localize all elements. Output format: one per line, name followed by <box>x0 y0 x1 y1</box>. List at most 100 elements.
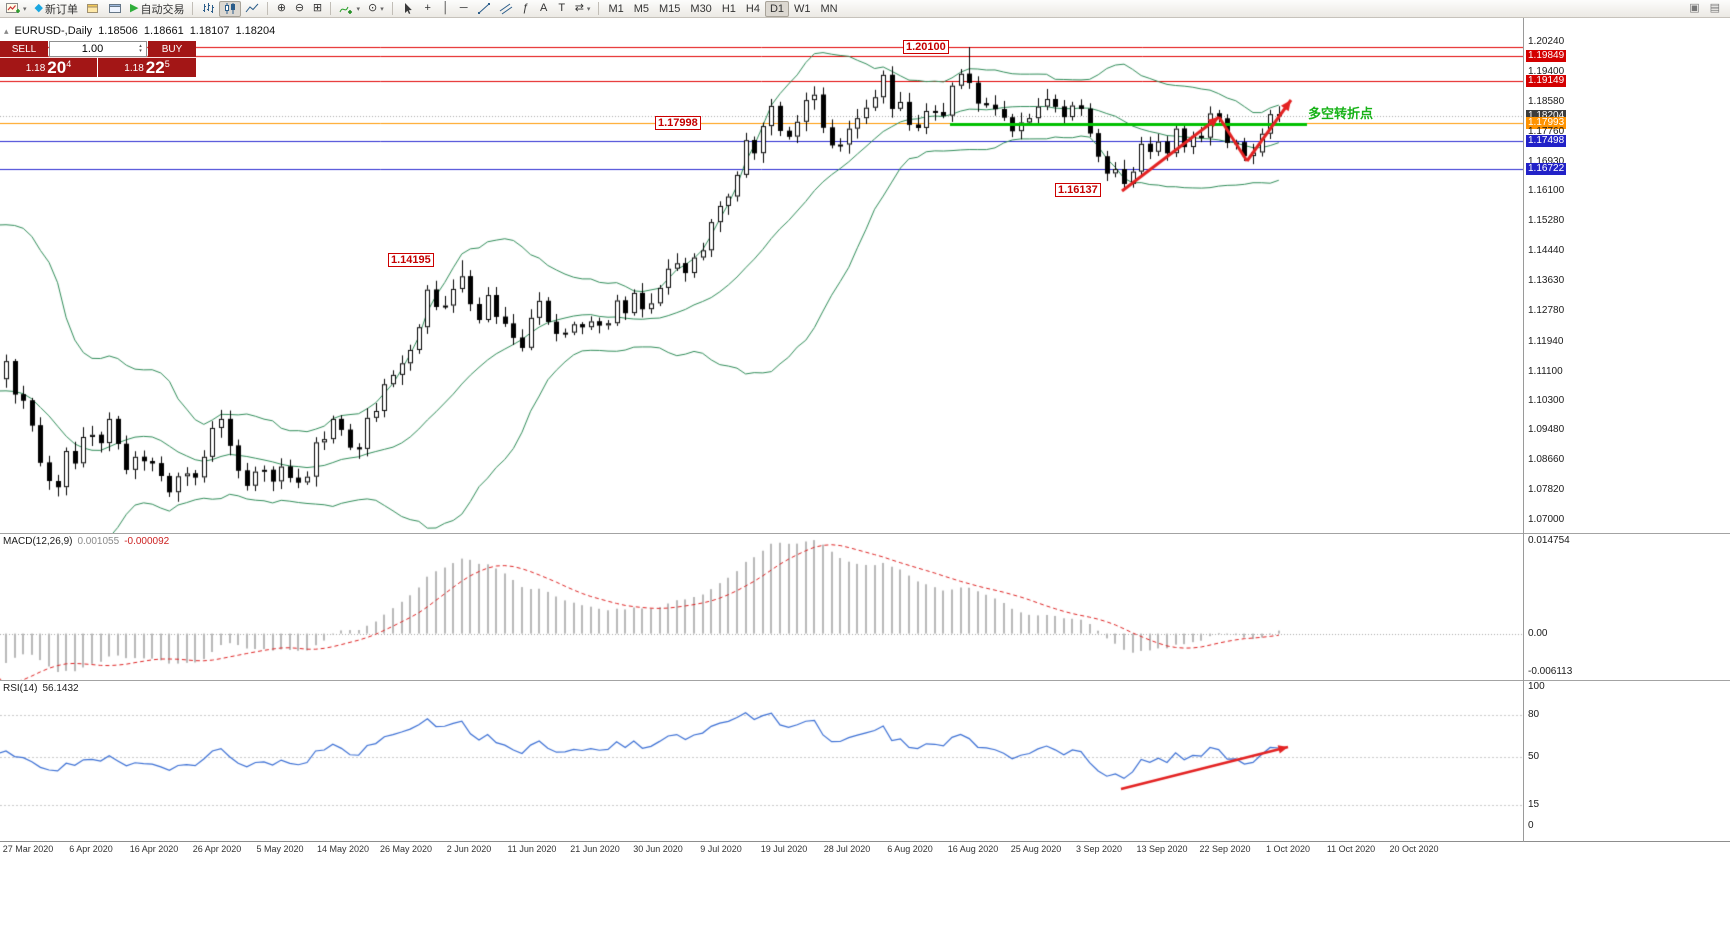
tf-w1[interactable]: W1 <box>789 1 816 17</box>
price-axis[interactable]: 1.20240 1.19849 1.19400 1.19149 1.18580 1.182… <box>1524 18 1729 842</box>
main-chart-canvas[interactable] <box>0 18 1523 533</box>
ohlc-high: 1.18661 <box>143 25 184 37</box>
price-callout-label[interactable]: 1.20100 <box>903 40 949 55</box>
toolbar: ▾ ◆ 新订单 ▶ 自动交易 ⊕ ⊖ ⊞ ▾ ⊙ ▾ + │ ─ ƒ A T ⇄ ▾ M1 M5 M15 M30 H1 H4 D1… <box>0 0 1730 18</box>
price-axis-label: 1.12780 <box>1528 305 1565 317</box>
crosshair-button[interactable]: + <box>419 1 437 17</box>
price-axis-label: 1.07820 <box>1528 484 1565 496</box>
tile-windows-icon: ⊞ <box>312 2 323 14</box>
sell-button[interactable]: SELL <box>0 41 48 57</box>
dock-window-button[interactable]: ▣ <box>1685 1 1703 17</box>
level-price-label: 1.16722 <box>1526 163 1567 175</box>
tf-h1[interactable]: H1 <box>717 1 741 17</box>
profiles-button[interactable] <box>82 1 104 17</box>
data-window-icon <box>108 2 122 15</box>
zoom-out-button[interactable]: ⊖ <box>290 1 308 17</box>
sell-price-button[interactable]: 1.18 20 4 <box>0 58 97 77</box>
macd-axis-label: 0.014754 <box>1528 534 1570 546</box>
macd-axis-label: -0.006113 <box>1528 665 1573 677</box>
price-axis-label: 1.19400 <box>1528 66 1565 78</box>
trendline-button[interactable] <box>473 1 495 17</box>
date-axis[interactable]: 27 Mar 2020 6 Apr 2020 16 Apr 2020 26 Apr 2… <box>0 842 1523 860</box>
tf-h4[interactable]: H4 <box>741 1 765 17</box>
price-callout-label[interactable]: 1.17998 <box>655 115 701 130</box>
text-button[interactable]: A <box>535 1 553 17</box>
price-axis-label: 1.11940 <box>1528 335 1564 347</box>
rsi-value: 56.1432 <box>42 683 79 694</box>
tf-h4-label: H4 <box>745 2 760 15</box>
price-callout-label[interactable]: 1.14195 <box>388 253 434 268</box>
ohlc-close: 1.18204 <box>235 25 276 37</box>
volume-input[interactable] <box>49 41 147 57</box>
new-chart-button[interactable]: ▾ <box>2 1 31 17</box>
cycles-button[interactable]: ⊙ ▾ <box>364 1 388 17</box>
channel-button[interactable] <box>495 1 517 17</box>
tf-m15-label: M15 <box>659 2 681 15</box>
new-order-button[interactable]: ◆ 新订单 <box>31 1 82 17</box>
tf-mn[interactable]: MN <box>816 1 843 17</box>
tf-d1-label: D1 <box>769 2 784 15</box>
indicators-button[interactable]: ▾ <box>335 1 364 17</box>
horizontal-line-button[interactable]: ─ <box>455 1 473 17</box>
price-axis-label: 1.09480 <box>1528 424 1565 436</box>
rsi-pane-canvas[interactable] <box>0 680 1523 842</box>
candlestick-chart-icon <box>223 2 237 15</box>
new-order-icon: ◆ <box>34 2 43 14</box>
tf-w1-label: W1 <box>794 2 811 15</box>
price-axis-label: 1.18580 <box>1528 95 1565 107</box>
autotrading-button[interactable]: ▶ 自动交易 <box>126 1 188 17</box>
tf-d1[interactable]: D1 <box>764 0 789 17</box>
data-window-button[interactable] <box>104 1 126 17</box>
toolbar-separator <box>267 2 269 15</box>
macd-main-value: 0.001055 <box>77 536 120 547</box>
toolbar-separator <box>598 2 600 15</box>
tf-m15[interactable]: M15 <box>654 1 685 17</box>
arrows-button[interactable]: ⇄ ▾ <box>571 1 595 17</box>
cursor-button[interactable] <box>397 1 419 17</box>
vertical-line-button[interactable]: │ <box>437 1 455 17</box>
tf-m5[interactable]: M5 <box>629 1 654 17</box>
candlestick-chart-button[interactable] <box>219 0 242 17</box>
date-axis-label: 14 May 2020 <box>316 844 370 854</box>
tf-h1-label: H1 <box>721 2 736 15</box>
tf-m1-label: M1 <box>608 2 624 15</box>
fibonacci-button[interactable]: ƒ <box>517 1 535 17</box>
vertical-line-icon: │ <box>442 2 450 14</box>
volume-spinner[interactable]: ▴ ▾ <box>135 42 146 56</box>
dropdown-arrow-icon[interactable]: ▾ <box>586 5 591 13</box>
level-price-label: 1.19849 <box>1526 50 1567 63</box>
dropdown-arrow-icon[interactable]: ▾ <box>23 5 27 13</box>
spinner-down-icon[interactable]: ▾ <box>139 48 142 54</box>
line-chart-button[interactable] <box>241 1 263 17</box>
horizontal-line-icon: ─ <box>459 2 468 14</box>
tile-windows-button[interactable]: ⊞ <box>308 1 326 17</box>
arrange-windows-icon: ▤ <box>1709 2 1720 14</box>
pane-separator[interactable] <box>0 680 1730 681</box>
tf-m1[interactable]: M1 <box>603 1 628 17</box>
date-axis-label: 11 Oct 2020 <box>1326 844 1376 854</box>
tf-m30[interactable]: M30 <box>685 1 716 17</box>
bar-chart-button[interactable] <box>197 1 219 17</box>
turning-point-note[interactable]: 多空转折点 <box>1308 106 1374 121</box>
buy-price-button[interactable]: 1.18 22 5 <box>98 58 196 77</box>
dropdown-arrow-icon[interactable]: ▾ <box>380 5 384 13</box>
date-axis-label: 22 Sep 2020 <box>1199 844 1251 854</box>
toolbar-separator <box>391 2 393 15</box>
date-axis-label: 2 Jun 2020 <box>446 844 492 854</box>
text-label-button[interactable]: T <box>553 1 571 17</box>
spinner-up-icon[interactable]: ▴ <box>139 43 142 49</box>
price-callout-label[interactable]: 1.16137 <box>1055 183 1101 198</box>
chart-window-icon: ▴ <box>4 25 9 36</box>
arrange-windows-button[interactable]: ▤ <box>1706 1 1724 17</box>
toolbar-window-buttons: ▣ ▤ <box>1685 1 1728 17</box>
autotrading-button-label: 自动交易 <box>140 3 185 16</box>
level-price-label: 1.17993 <box>1526 117 1567 130</box>
rsi-indicator-name: RSI(14) <box>3 683 38 694</box>
pane-separator[interactable] <box>0 533 1730 534</box>
zoom-in-button[interactable]: ⊕ <box>272 1 290 17</box>
macd-pane-canvas[interactable] <box>0 533 1523 680</box>
fibonacci-icon: ƒ <box>522 2 529 14</box>
dropdown-arrow-icon[interactable]: ▾ <box>356 5 360 13</box>
buy-button[interactable]: BUY <box>148 41 196 57</box>
rsi-label: RSI(14) 56.1432 <box>3 683 79 694</box>
